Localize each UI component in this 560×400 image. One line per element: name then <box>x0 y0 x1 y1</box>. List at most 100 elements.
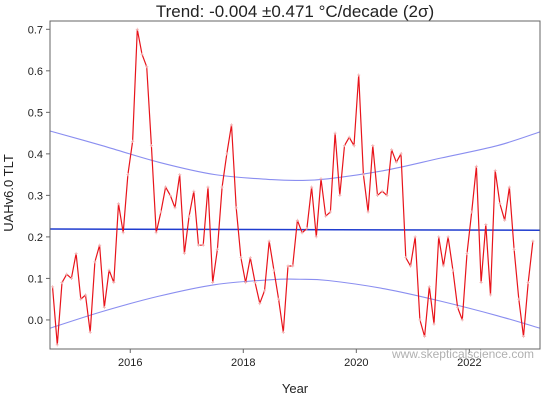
data-point <box>50 285 55 289</box>
data-point <box>83 293 88 297</box>
data-point <box>253 280 257 285</box>
data-point <box>286 264 290 268</box>
data-point <box>517 297 521 301</box>
data-point <box>187 214 191 218</box>
y-axis-ticks: 0.0 0.1 0.2 0.3 0.4 0.5 0.6 0.7 <box>28 24 50 327</box>
data-point <box>446 235 450 239</box>
data-point <box>493 168 497 173</box>
data-point <box>366 210 370 214</box>
data-point <box>225 152 229 156</box>
data-point <box>342 143 347 148</box>
data-point <box>408 264 413 268</box>
data-point <box>126 173 130 177</box>
data-point <box>455 305 460 310</box>
plot-frame <box>49 20 541 350</box>
y-tick-label: 0.7 <box>28 24 43 36</box>
x-axis-label: Year <box>282 381 309 396</box>
data-point <box>145 65 149 69</box>
data-point <box>488 293 493 297</box>
data-point <box>173 206 177 210</box>
data-point <box>418 318 422 322</box>
data-point <box>333 131 337 135</box>
data-point <box>498 202 502 206</box>
data-point <box>390 148 394 152</box>
data-point <box>385 193 389 197</box>
data-point <box>413 235 417 239</box>
data-point <box>503 218 507 222</box>
data-point <box>474 164 479 168</box>
data-point <box>347 135 351 139</box>
data-point <box>324 214 328 218</box>
x-tick-label: 2020 <box>344 357 368 369</box>
data-point <box>163 185 168 189</box>
data-point <box>460 318 464 322</box>
data-point <box>441 264 446 268</box>
data-point <box>102 305 106 310</box>
data-point <box>192 189 196 193</box>
lower-confidence-curve <box>49 278 541 329</box>
data-point <box>531 239 535 243</box>
data-point <box>69 276 73 281</box>
data-point <box>272 268 276 272</box>
data-point <box>328 210 333 214</box>
data-point <box>484 222 488 227</box>
data-point <box>305 226 309 231</box>
data-point <box>55 343 59 347</box>
data-point <box>211 280 215 285</box>
data-point <box>470 210 474 214</box>
data-point <box>361 173 365 177</box>
data-point <box>244 280 248 285</box>
y-tick-label: 0.2 <box>28 232 43 244</box>
y-tick-label: 0.3 <box>28 190 43 202</box>
x-tick-label: 2016 <box>118 357 142 369</box>
data-point <box>371 143 375 148</box>
y-tick-label: 0.6 <box>28 66 43 78</box>
data-point <box>422 334 427 339</box>
data-point <box>168 193 172 197</box>
data-point <box>239 256 243 260</box>
x-tick-label: 2022 <box>457 357 481 369</box>
plot-area <box>49 27 541 347</box>
data-point <box>314 235 318 239</box>
data-point <box>267 239 271 243</box>
data-point <box>309 185 314 189</box>
data-point <box>399 152 403 156</box>
y-tick-label: 0.1 <box>28 273 43 285</box>
data-point <box>281 330 285 334</box>
data-point <box>357 73 361 77</box>
data-point <box>79 297 83 301</box>
data-point <box>178 173 182 177</box>
data-point <box>131 139 135 144</box>
data-point <box>74 251 78 256</box>
y-axis-label: UAHv6.0 TLT <box>1 154 16 232</box>
data-point <box>206 185 210 189</box>
data-point <box>521 334 526 339</box>
data-point <box>107 268 111 272</box>
data-point <box>60 280 64 285</box>
data-point <box>196 243 201 247</box>
data-point <box>380 189 384 193</box>
data-point <box>465 251 469 256</box>
data-point <box>479 280 483 285</box>
data-point <box>277 297 281 301</box>
data-point <box>112 280 116 285</box>
data-point <box>65 272 69 276</box>
data-point <box>159 210 163 214</box>
data-point <box>215 247 219 251</box>
data-point <box>98 243 102 247</box>
data-point <box>295 218 300 222</box>
data-point <box>319 177 323 181</box>
data-point <box>88 330 92 334</box>
data-point <box>140 52 144 56</box>
chart-title: Trend: -0.004 ±0.471 °C/decade (2σ) <box>156 2 434 21</box>
data-point <box>248 256 252 260</box>
data-point <box>300 231 304 235</box>
trend-line <box>49 228 541 232</box>
data-point <box>135 27 139 31</box>
data-point <box>154 231 158 235</box>
y-tick-label: 0.5 <box>28 107 43 119</box>
x-axis-ticks: 2016 2018 2020 2022 <box>118 349 482 369</box>
watermark: www.skepticalscience.com <box>391 347 534 361</box>
data-point <box>149 143 154 148</box>
